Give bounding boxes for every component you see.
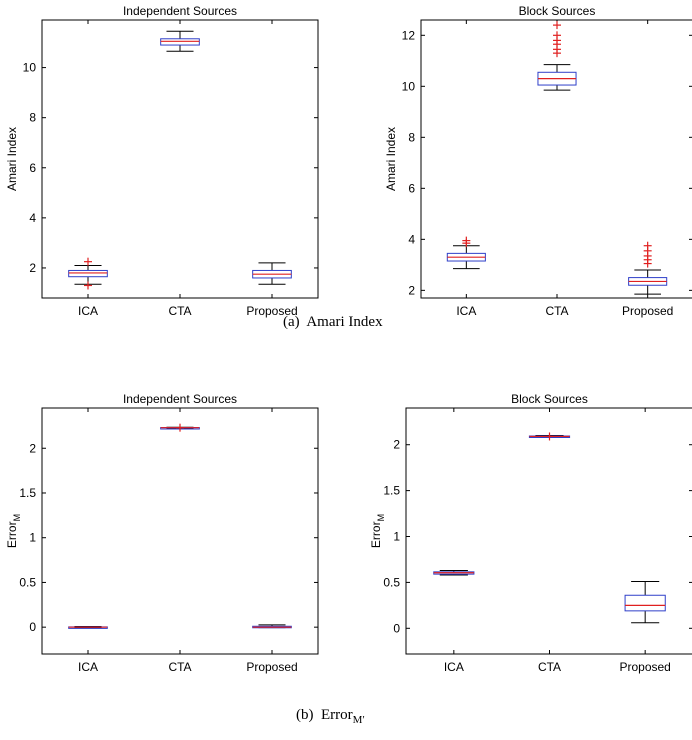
y-tick-label: 4 xyxy=(408,232,415,246)
box-ica xyxy=(433,569,475,576)
chart-panel-3: Independent Sources 0 0.5 1 1.5 2 ErrorM ICA CTA… xyxy=(5,392,319,674)
box-ica xyxy=(446,236,486,270)
outlier-marker xyxy=(553,21,561,30)
outlier-marker xyxy=(84,257,92,266)
x-tick-label: CTA xyxy=(168,304,191,318)
x-tick-label: ICA xyxy=(78,304,98,318)
plot-frame xyxy=(405,407,692,655)
caption-a-text: Amari Index xyxy=(306,314,383,330)
y-tick-label: 0.5 xyxy=(383,575,400,589)
y-tick-label: 10 xyxy=(402,79,416,93)
y-tick-label: 1.5 xyxy=(19,486,36,500)
y-axis-label-subscript: M xyxy=(376,514,386,522)
chart-panel-1: Independent Sources 2 4 6 8 10 Amari Index ICA C… xyxy=(5,4,319,318)
y-axis-label: ErrorM xyxy=(369,514,386,548)
box-proposed xyxy=(252,262,292,285)
caption-b-text: Error xyxy=(321,707,353,723)
box-cta xyxy=(160,423,200,432)
y-tick-label: 1 xyxy=(393,530,400,544)
outlier-marker xyxy=(462,239,471,248)
x-tick-label: Proposed xyxy=(619,660,670,674)
y-axis-label-subscript: M xyxy=(12,514,22,522)
chart-panel-2: Block Sources 2 4 6 8 10 12 Amari Index ICA CTA Pr… xyxy=(384,4,692,318)
x-tick-label: Proposed xyxy=(246,660,297,674)
chart-panel-4: Block Sources 0 0.5 1 1.5 2 ErrorM ICA CTA Propos… xyxy=(369,392,692,674)
x-tick-label: CTA xyxy=(545,304,568,318)
y-tick-label: 4 xyxy=(29,211,36,225)
y-tick-label: 6 xyxy=(408,181,415,195)
box-ica xyxy=(68,257,108,290)
outlier-marker xyxy=(84,281,92,290)
y-tick-label: 8 xyxy=(408,130,415,144)
plot-frame xyxy=(41,407,319,655)
x-tick-label: ICA xyxy=(456,304,476,318)
caption-b-label: (b) xyxy=(296,707,314,723)
y-tick-label: 0 xyxy=(393,621,400,635)
outlier-marker xyxy=(553,31,561,40)
x-tick-label: CTA xyxy=(538,660,561,674)
y-tick-label: 8 xyxy=(29,111,36,125)
outlier-marker xyxy=(643,241,652,250)
caption-b-subscript: M′ xyxy=(352,714,365,726)
y-tick-label: 2 xyxy=(393,438,400,452)
y-tick-label: 1 xyxy=(29,531,36,545)
y-tick-label: 12 xyxy=(402,28,416,42)
y-tick-label: 2 xyxy=(408,283,415,297)
box-iqr xyxy=(624,594,666,612)
x-tick-label: CTA xyxy=(168,660,191,674)
plot-frame xyxy=(41,19,319,299)
chart-title: Block Sources xyxy=(519,4,596,18)
y-axis-label: Amari Index xyxy=(5,127,19,191)
y-tick-label: 10 xyxy=(23,61,37,75)
y-axis-label: ErrorM xyxy=(5,514,22,548)
x-tick-label: ICA xyxy=(444,660,464,674)
y-tick-label: 1.5 xyxy=(383,484,400,498)
outlier-marker xyxy=(545,432,554,441)
y-tick-label: 6 xyxy=(29,161,36,175)
box-cta xyxy=(528,432,571,441)
chart-title: Independent Sources xyxy=(123,392,237,406)
y-tick-label: 0 xyxy=(29,620,36,634)
box-cta xyxy=(160,30,200,52)
chart-title: Independent Sources xyxy=(123,4,237,18)
box-iqr xyxy=(160,38,200,46)
box-proposed xyxy=(252,624,292,629)
box-cta xyxy=(537,21,577,91)
caption-a-label: (a) xyxy=(283,314,300,330)
x-tick-label: ICA xyxy=(78,660,98,674)
box-iqr xyxy=(68,269,108,278)
x-tick-label: Proposed xyxy=(246,304,297,318)
x-tick-label: Proposed xyxy=(622,304,673,318)
box-proposed xyxy=(624,580,666,624)
y-axis-label: Amari Index xyxy=(384,127,398,191)
y-tick-label: 0.5 xyxy=(19,575,36,589)
outlier-marker xyxy=(176,423,184,432)
caption-b: (b) ErrorM′ xyxy=(296,707,365,726)
y-tick-label: 2 xyxy=(29,261,36,275)
chart-title: Block Sources xyxy=(511,392,588,406)
box-proposed xyxy=(628,241,668,295)
box-ica xyxy=(68,625,108,629)
y-tick-label: 2 xyxy=(29,441,36,455)
caption-a: (a) Amari Index xyxy=(283,314,383,331)
